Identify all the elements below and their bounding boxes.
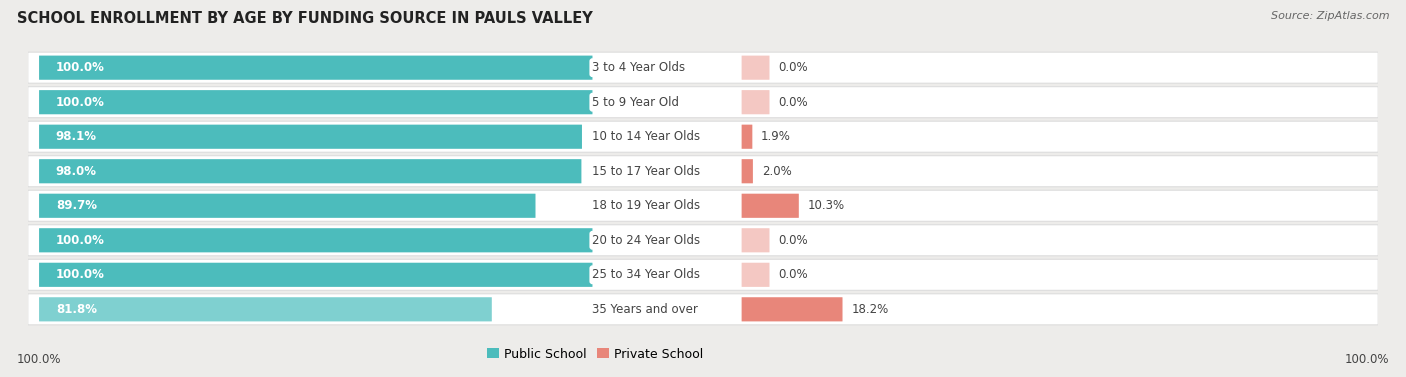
Text: 81.8%: 81.8%: [56, 303, 97, 316]
FancyBboxPatch shape: [28, 121, 1378, 152]
FancyBboxPatch shape: [741, 125, 752, 149]
FancyBboxPatch shape: [28, 190, 1378, 221]
FancyBboxPatch shape: [39, 228, 592, 252]
Text: 3 to 4 Year Olds: 3 to 4 Year Olds: [592, 61, 686, 74]
FancyBboxPatch shape: [741, 90, 769, 114]
FancyBboxPatch shape: [741, 228, 769, 252]
Text: 1.9%: 1.9%: [761, 130, 792, 143]
FancyBboxPatch shape: [741, 55, 769, 80]
Text: 10 to 14 Year Olds: 10 to 14 Year Olds: [592, 130, 700, 143]
Text: 0.0%: 0.0%: [779, 234, 808, 247]
Text: 25 to 34 Year Olds: 25 to 34 Year Olds: [592, 268, 700, 281]
Text: 15 to 17 Year Olds: 15 to 17 Year Olds: [592, 165, 700, 178]
FancyBboxPatch shape: [39, 263, 592, 287]
FancyBboxPatch shape: [28, 52, 1378, 83]
Text: 18.2%: 18.2%: [851, 303, 889, 316]
FancyBboxPatch shape: [39, 90, 592, 114]
FancyBboxPatch shape: [28, 225, 1378, 256]
Text: 0.0%: 0.0%: [779, 61, 808, 74]
Text: 100.0%: 100.0%: [1344, 353, 1389, 366]
Text: 89.7%: 89.7%: [56, 199, 97, 212]
Text: 35 Years and over: 35 Years and over: [592, 303, 699, 316]
FancyBboxPatch shape: [39, 159, 582, 183]
Text: 0.0%: 0.0%: [779, 268, 808, 281]
Text: 98.0%: 98.0%: [56, 165, 97, 178]
Text: 100.0%: 100.0%: [17, 353, 62, 366]
FancyBboxPatch shape: [741, 194, 799, 218]
Text: Source: ZipAtlas.com: Source: ZipAtlas.com: [1271, 11, 1389, 21]
Text: 100.0%: 100.0%: [56, 234, 104, 247]
FancyBboxPatch shape: [39, 125, 582, 149]
FancyBboxPatch shape: [28, 294, 1378, 325]
Text: 100.0%: 100.0%: [56, 96, 104, 109]
FancyBboxPatch shape: [39, 297, 492, 322]
Text: 5 to 9 Year Old: 5 to 9 Year Old: [592, 96, 679, 109]
FancyBboxPatch shape: [39, 194, 536, 218]
Text: 20 to 24 Year Olds: 20 to 24 Year Olds: [592, 234, 700, 247]
Legend: Public School, Private School: Public School, Private School: [482, 343, 709, 366]
FancyBboxPatch shape: [741, 263, 769, 287]
FancyBboxPatch shape: [741, 297, 842, 322]
Text: 10.3%: 10.3%: [807, 199, 845, 212]
Text: 0.0%: 0.0%: [779, 96, 808, 109]
Text: 2.0%: 2.0%: [762, 165, 792, 178]
FancyBboxPatch shape: [28, 156, 1378, 187]
FancyBboxPatch shape: [39, 55, 592, 80]
FancyBboxPatch shape: [28, 87, 1378, 118]
Text: 100.0%: 100.0%: [56, 268, 104, 281]
FancyBboxPatch shape: [741, 159, 752, 183]
Text: SCHOOL ENROLLMENT BY AGE BY FUNDING SOURCE IN PAULS VALLEY: SCHOOL ENROLLMENT BY AGE BY FUNDING SOUR…: [17, 11, 592, 26]
FancyBboxPatch shape: [28, 259, 1378, 290]
Text: 98.1%: 98.1%: [56, 130, 97, 143]
Text: 18 to 19 Year Olds: 18 to 19 Year Olds: [592, 199, 700, 212]
Text: 100.0%: 100.0%: [56, 61, 104, 74]
